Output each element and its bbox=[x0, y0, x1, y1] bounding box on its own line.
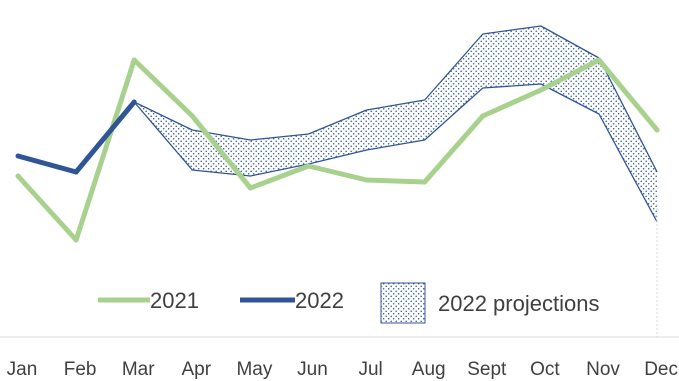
x-tick-label: Jan bbox=[7, 359, 38, 380]
data-point-2021-Dec bbox=[654, 127, 660, 133]
series-line-2021 bbox=[16, 57, 660, 243]
data-point-2021-Nov bbox=[596, 57, 602, 63]
x-axis-ticks: Jan Feb Mar Apr May Jun Jul Aug Sept Oct Nov Dec bbox=[7, 359, 678, 380]
data-point-2021-Feb bbox=[73, 237, 79, 243]
x-tick-label: Oct bbox=[530, 359, 560, 380]
data-point-2021-Jun bbox=[306, 163, 311, 169]
projection-lower-line bbox=[133, 83, 658, 223]
x-tick-label: Feb bbox=[64, 359, 97, 380]
data-point-2021-Mar bbox=[131, 57, 137, 63]
x-tick-label: Sept bbox=[467, 359, 507, 380]
x-tick-label: Jun bbox=[297, 359, 328, 380]
legend-label-2022-projections: 2022 projections bbox=[438, 291, 599, 316]
data-point-2022-Jan bbox=[15, 153, 21, 159]
x-tick-label: May bbox=[236, 359, 272, 380]
legend-label-2021: 2021 bbox=[150, 288, 199, 313]
data-point-2021-Aug bbox=[422, 179, 428, 185]
data-point-2021-Sept bbox=[480, 113, 486, 119]
data-point-2021-Jan bbox=[15, 173, 21, 179]
legend: 2021 2022 2022 projections bbox=[98, 282, 599, 324]
x-tick-label: Dec bbox=[644, 359, 678, 380]
x-tick-label: Mar bbox=[122, 359, 155, 380]
projection-upper-line bbox=[133, 25, 658, 173]
x-tick-label: Nov bbox=[586, 359, 620, 380]
data-point-2022-Mar bbox=[131, 99, 137, 105]
data-point-2021-Oct bbox=[538, 87, 544, 93]
data-point-2022-Feb bbox=[73, 169, 79, 175]
projection-band-area bbox=[134, 26, 658, 222]
plot-area bbox=[15, 25, 660, 243]
data-point-2021-May bbox=[247, 185, 253, 191]
data-point-2021-Apr bbox=[189, 113, 195, 119]
x-tick-label: Apr bbox=[182, 359, 212, 380]
legend-swatch-2022-projections bbox=[380, 282, 426, 324]
x-tick-label: Jul bbox=[358, 359, 382, 380]
legend-label-2022: 2022 bbox=[295, 288, 344, 313]
x-tick-label: Aug bbox=[412, 359, 446, 380]
data-point-2021-Jul bbox=[364, 177, 370, 183]
